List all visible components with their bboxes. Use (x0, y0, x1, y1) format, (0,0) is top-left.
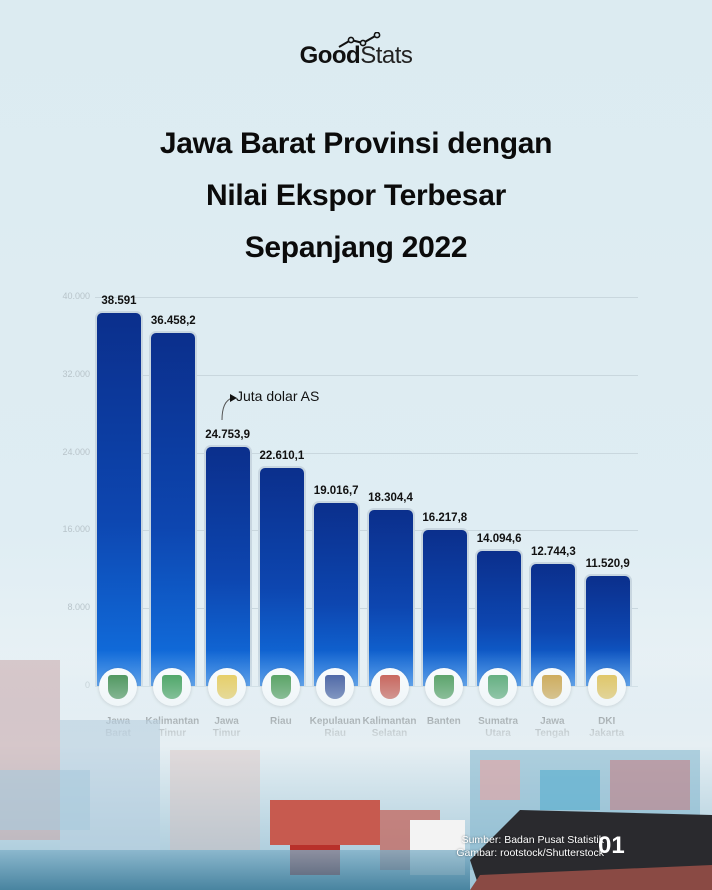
bar-value-label: 24.753,9 (205, 429, 250, 442)
chart-title: Jawa Barat Provinsi dengan Nilai Ekspor … (0, 118, 712, 274)
bar-value-label: 11.520,9 (585, 557, 630, 570)
bar-3: 22.610,1 (257, 450, 306, 686)
unit-label: Juta dolar AS (236, 388, 320, 404)
y-axis-tick-label: 8.000 (67, 602, 90, 613)
bar-value-label: 36.458,2 (150, 315, 196, 328)
y-axis-tick-label: 16.000 (62, 524, 90, 535)
y-axis-tick-label: 32.000 (62, 368, 90, 379)
gridline (95, 297, 638, 298)
bar-fill (95, 310, 143, 686)
logo-light: Stats (360, 42, 413, 69)
bar-fill (203, 445, 252, 686)
source-credits: Sumber: Badan Pusat Statistik Gambar: ro… (456, 834, 604, 860)
image-credit-text: Gambar: rootstock/Shutterstock (456, 847, 604, 859)
source-text: Sumber: Badan Pusat Statistik (461, 834, 604, 846)
trend-line-icon (338, 32, 381, 48)
y-axis-tick-label: 24.000 (62, 446, 90, 457)
logo-bold: Good (299, 42, 361, 69)
bar-value-label: 16.217,8 (422, 512, 468, 525)
arrow-icon (221, 394, 237, 421)
bar-value-label: 12.744,3 (531, 546, 576, 559)
bar-1: 36.458,2 (149, 315, 198, 686)
page-number: 01 (598, 832, 625, 859)
bar-value-label: 22.610,1 (259, 450, 305, 463)
title-line-2: Nilai Ekspor Terbesar (206, 179, 506, 212)
goodstats-logo: GoodStats (0, 42, 712, 70)
bar-0: 38.591 (95, 295, 143, 686)
gridline (95, 452, 638, 454)
bar-fill (149, 331, 198, 686)
gridline (95, 374, 638, 376)
y-axis-tick-label: 40.000 (62, 291, 90, 301)
title-line-1: Jawa Barat Provinsi dengan (159, 127, 553, 160)
bar-value-label: 38.591 (101, 294, 137, 307)
bar-value-label: 18.304,4 (368, 491, 413, 504)
bar-value-label: 19.016,7 (313, 485, 359, 498)
port-background-image (0, 650, 712, 890)
bar-value-label: 14.094,6 (476, 532, 522, 545)
bar-2: 24.753,9 (203, 429, 252, 686)
bar-fill (257, 466, 306, 686)
title-line-3: Sepanjang 2022 (244, 231, 468, 264)
